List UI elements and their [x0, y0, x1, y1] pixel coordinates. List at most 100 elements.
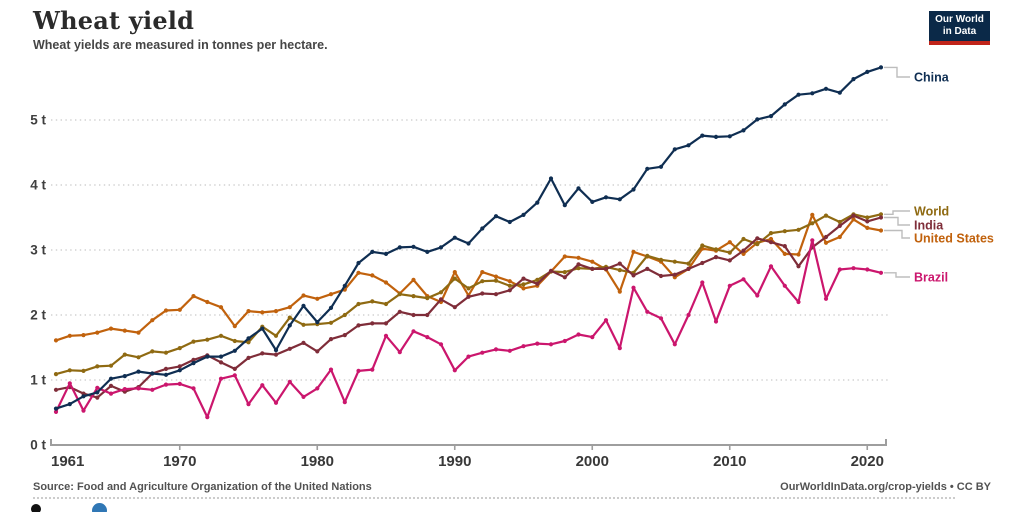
- data-point: [342, 283, 347, 288]
- data-point: [823, 234, 829, 240]
- data-point: [713, 255, 719, 260]
- data-point: [521, 286, 526, 291]
- data-point: [328, 367, 334, 372]
- data-point: [865, 215, 870, 220]
- data-point: [617, 197, 622, 202]
- data-point: [397, 292, 402, 297]
- source-note[interactable]: Source: Food and Agriculture Organizatio…: [33, 481, 372, 493]
- data-point: [411, 294, 416, 299]
- series-label-china[interactable]: China: [914, 71, 950, 85]
- data-point: [122, 352, 127, 357]
- data-point: [796, 227, 801, 232]
- data-point: [370, 299, 375, 304]
- timeline-handle[interactable]: [92, 503, 107, 512]
- data-point: [136, 369, 141, 374]
- data-point: [246, 355, 251, 360]
- data-point: [782, 244, 787, 249]
- data-point: [658, 273, 664, 279]
- data-point: [768, 231, 774, 236]
- data-point: [823, 240, 829, 245]
- data-point: [480, 226, 485, 231]
- data-point: [122, 387, 127, 392]
- data-point: [768, 264, 774, 269]
- data-point: [370, 321, 375, 326]
- data-point: [865, 225, 870, 230]
- label-connector: [884, 229, 910, 239]
- play-icon[interactable]: [31, 504, 41, 512]
- data-point: [466, 241, 471, 246]
- series-line-united-states[interactable]: [54, 213, 883, 342]
- data-point: [328, 337, 334, 342]
- data-point: [287, 346, 292, 351]
- license-note[interactable]: OurWorldInData.org/crop-yields • CC BY: [780, 481, 991, 493]
- data-point: [466, 354, 471, 359]
- data-point: [163, 382, 169, 387]
- data-point: [521, 282, 526, 287]
- data-point: [67, 368, 72, 373]
- data-point: [645, 166, 650, 171]
- owid-logo[interactable]: Our World in Data: [929, 11, 990, 45]
- data-point: [163, 372, 169, 377]
- data-point: [878, 212, 884, 217]
- data-point: [370, 367, 375, 372]
- data-point: [95, 330, 100, 335]
- data-point: [383, 280, 389, 285]
- data-point: [590, 259, 595, 264]
- data-point: [782, 283, 787, 288]
- data-point: [273, 333, 279, 338]
- data-point: [205, 354, 210, 359]
- data-point: [535, 200, 540, 205]
- series-label-world[interactable]: World: [914, 205, 949, 219]
- data-point: [328, 292, 334, 297]
- data-point: [81, 333, 86, 338]
- data-point: [837, 90, 842, 95]
- timeline-divider: [33, 497, 955, 499]
- data-point: [122, 328, 127, 333]
- data-point: [163, 308, 169, 313]
- data-point: [370, 273, 375, 278]
- data-point: [672, 147, 677, 152]
- data-point: [438, 290, 444, 295]
- data-point: [645, 309, 650, 314]
- series-line-brazil[interactable]: [54, 239, 883, 419]
- data-point: [851, 77, 856, 82]
- data-point: [576, 255, 581, 260]
- data-point: [342, 312, 347, 318]
- series-label-india[interactable]: India: [914, 219, 944, 233]
- data-point: [576, 186, 581, 191]
- data-point: [232, 324, 237, 329]
- data-point: [562, 270, 567, 275]
- data-point: [507, 283, 512, 288]
- data-point: [535, 277, 540, 282]
- data-point: [576, 266, 581, 271]
- x-tick-label: 2010: [713, 453, 746, 470]
- data-point: [466, 286, 471, 291]
- data-point: [108, 363, 114, 368]
- data-point: [603, 318, 609, 323]
- data-point: [356, 301, 361, 307]
- data-point: [411, 277, 416, 282]
- data-point: [576, 332, 581, 337]
- data-point: [273, 348, 279, 353]
- data-point: [163, 366, 169, 371]
- data-point: [383, 321, 389, 326]
- data-point: [191, 361, 196, 366]
- data-point: [782, 102, 787, 107]
- data-point: [493, 278, 499, 283]
- data-point: [232, 348, 237, 353]
- data-point: [672, 272, 677, 277]
- data-point: [95, 385, 100, 390]
- data-point: [727, 240, 732, 245]
- data-point: [108, 376, 114, 381]
- data-point: [425, 312, 430, 318]
- data-point: [411, 244, 416, 249]
- data-point: [53, 406, 59, 411]
- data-point: [590, 199, 595, 204]
- data-point: [796, 299, 801, 305]
- data-point: [177, 368, 182, 373]
- x-tick-label: 2020: [851, 453, 884, 470]
- chart-header: Wheat yield Wheat yields are measured in…: [33, 6, 328, 52]
- data-point: [507, 279, 512, 284]
- series-label-united-states[interactable]: United States: [914, 232, 994, 246]
- series-label-brazil[interactable]: Brazil: [914, 271, 948, 285]
